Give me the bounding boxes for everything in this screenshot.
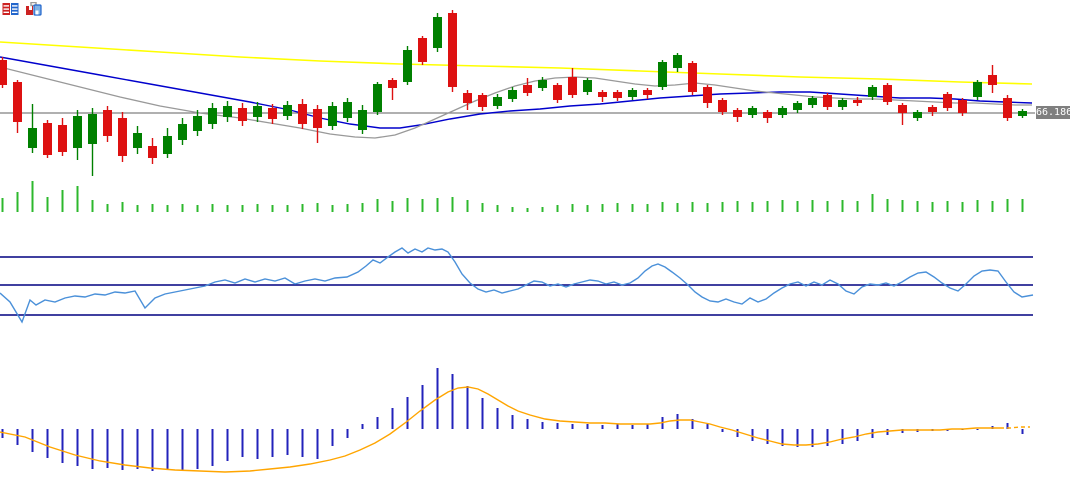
quote-table-button[interactable] xyxy=(2,2,19,17)
toolbar xyxy=(2,2,42,17)
save-icon xyxy=(25,2,42,17)
last-price-badge: 66.186 xyxy=(1036,106,1070,119)
save-button[interactable] xyxy=(25,2,42,17)
quote-table-icon xyxy=(2,2,19,17)
